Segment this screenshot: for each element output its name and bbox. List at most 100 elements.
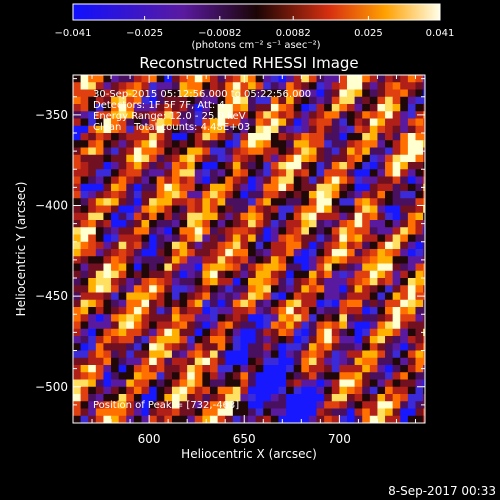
heatmap-cell	[270, 162, 279, 170]
heatmap-cell	[133, 205, 142, 214]
heatmap-cell	[111, 270, 120, 279]
heatmap-cell	[286, 415, 295, 423]
heatmap-cell	[248, 227, 257, 235]
heatmap-cell	[362, 96, 371, 105]
heatmap-cell	[209, 350, 218, 359]
heatmap-cell	[187, 220, 196, 228]
heatmap-cell	[354, 336, 363, 344]
heatmap-cell	[308, 263, 317, 272]
heatmap-cell	[339, 169, 348, 177]
heatmap-cell	[270, 343, 279, 351]
heatmap-cell	[316, 328, 325, 337]
heatmap-cell	[415, 154, 424, 163]
heatmap-cell	[111, 241, 120, 250]
heatmap-cell	[385, 314, 394, 322]
heatmap-cell	[423, 169, 425, 177]
heatmap-cell	[103, 336, 112, 344]
heatmap-cell	[194, 96, 203, 105]
heatmap-cell	[369, 82, 378, 90]
heatmap-cell	[263, 299, 272, 308]
heatmap-cell	[133, 162, 142, 170]
heatmap-cell	[270, 336, 279, 344]
heatmap-cell	[118, 408, 127, 417]
heatmap-cell	[346, 176, 355, 185]
heatmap-cell	[111, 372, 120, 380]
heatmap-cell	[133, 118, 142, 127]
heatmap-cell	[149, 415, 158, 423]
heatmap-cell	[103, 263, 112, 272]
heatmap-cell	[400, 118, 409, 127]
heatmap-cell	[369, 125, 378, 134]
heatmap-cell	[278, 220, 287, 228]
heatmap-cell	[141, 321, 150, 330]
heatmap-cell	[316, 147, 325, 156]
heatmap-cell	[324, 241, 333, 250]
heatmap-cell	[179, 336, 188, 344]
heatmap-cell	[194, 415, 203, 423]
heatmap-cell	[73, 350, 82, 359]
heatmap-cell	[156, 82, 165, 90]
heatmap-cell	[301, 321, 310, 330]
heatmap-cell	[232, 328, 241, 337]
heatmap-cell	[217, 111, 226, 119]
heatmap-cell	[346, 336, 355, 344]
heatmap-cell	[316, 336, 325, 344]
heatmap-cell	[339, 227, 348, 235]
heatmap-cell	[385, 372, 394, 380]
heatmap-cell	[286, 357, 295, 366]
heatmap-cell	[103, 270, 112, 279]
heatmap-cell	[194, 183, 203, 192]
heatmap-cell	[149, 111, 158, 119]
heatmap-cell	[331, 314, 340, 322]
heatmap-cell	[88, 292, 97, 301]
heatmap-cell	[111, 89, 120, 98]
heatmap-cell	[324, 154, 333, 163]
heatmap-cell	[270, 198, 279, 206]
heatmap-cell	[133, 394, 142, 402]
heatmap-cell	[209, 263, 218, 272]
heatmap-cell	[225, 220, 234, 228]
heatmap-cell	[164, 386, 173, 395]
heatmap-cell	[255, 307, 264, 315]
heatmap-cell	[164, 379, 173, 388]
heatmap-cell	[232, 111, 241, 119]
heatmap-cell	[156, 415, 165, 423]
heatmap-cell	[278, 314, 287, 322]
heatmap-cell	[248, 183, 257, 192]
heatmap-cell	[149, 408, 158, 417]
heatmap-cell	[415, 263, 424, 272]
heatmap-cell	[339, 234, 348, 243]
heatmap-cell	[308, 96, 317, 105]
heatmap-cell	[156, 75, 165, 83]
heatmap-cell	[385, 147, 394, 156]
heatmap-cell	[202, 147, 211, 156]
heatmap-cell	[80, 285, 89, 293]
heatmap-cell	[270, 292, 279, 301]
heatmap-cell	[400, 133, 409, 141]
heatmap-cell	[316, 169, 325, 177]
heatmap-cell	[179, 140, 188, 148]
heatmap-cell	[270, 227, 279, 235]
heatmap-cell	[225, 249, 234, 257]
heatmap-cell	[209, 205, 218, 214]
heatmap-cell	[103, 147, 112, 156]
heatmap-cell	[263, 357, 272, 366]
heatmap-cell	[400, 285, 409, 293]
heatmap-cell	[118, 379, 127, 388]
heatmap-cell	[392, 118, 401, 127]
heatmap-cell	[385, 125, 394, 134]
heatmap-cell	[225, 278, 234, 286]
heatmap-cell	[293, 328, 302, 337]
heatmap-cell	[232, 227, 241, 235]
heatmap-cell	[217, 241, 226, 250]
heatmap-cell	[415, 372, 424, 380]
heatmap-cell	[255, 176, 264, 185]
heatmap-cell	[80, 278, 89, 286]
heatmap-cell	[354, 408, 363, 417]
heatmap-cell	[278, 111, 287, 119]
heatmap-cell	[278, 125, 287, 134]
heatmap-cell	[423, 314, 425, 322]
heatmap-cell	[126, 357, 135, 366]
heatmap-cell	[346, 140, 355, 148]
